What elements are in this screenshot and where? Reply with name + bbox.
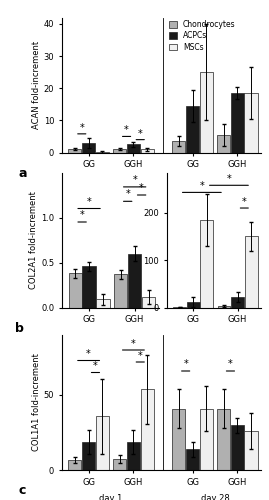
Text: *: *	[131, 338, 136, 348]
Bar	[114, 274, 128, 308]
Text: *: *	[242, 196, 247, 206]
Bar	[231, 93, 244, 152]
Text: *: *	[226, 174, 231, 184]
Y-axis label: COL1A1 fold-increment: COL1A1 fold-increment	[32, 354, 41, 452]
Bar	[127, 442, 140, 470]
Bar	[113, 148, 126, 152]
Text: b: b	[15, 322, 24, 335]
Bar	[82, 266, 96, 308]
Text: *: *	[138, 128, 143, 138]
Bar	[218, 306, 231, 308]
Text: day 1: day 1	[99, 494, 123, 500]
Bar	[82, 143, 95, 152]
Text: *: *	[86, 349, 91, 359]
Bar	[172, 408, 185, 470]
Text: day 1: day 1	[99, 182, 123, 191]
Legend: Chondrocytes, ACPCs, MSCs: Chondrocytes, ACPCs, MSCs	[169, 20, 236, 52]
Bar	[69, 274, 82, 308]
Bar	[68, 460, 82, 470]
Bar	[141, 150, 154, 152]
Bar	[96, 300, 110, 308]
Bar	[200, 72, 213, 152]
Text: a: a	[18, 167, 27, 180]
Text: *: *	[124, 126, 129, 136]
Bar	[82, 442, 95, 470]
Bar	[172, 141, 185, 152]
Bar	[217, 408, 230, 470]
Text: *: *	[138, 350, 143, 360]
Bar	[141, 389, 154, 470]
Bar	[231, 297, 244, 308]
Text: *: *	[125, 190, 130, 200]
Text: *: *	[79, 123, 84, 133]
Y-axis label: COL2A1 fold-increment: COL2A1 fold-increment	[29, 191, 38, 289]
Bar	[187, 302, 200, 308]
Bar	[245, 236, 257, 308]
Text: *: *	[132, 175, 137, 185]
Bar	[200, 220, 213, 308]
Text: c: c	[18, 484, 26, 498]
Bar	[200, 408, 213, 470]
Bar	[186, 449, 199, 470]
Text: *: *	[139, 183, 144, 193]
Text: *: *	[80, 210, 84, 220]
Bar	[231, 425, 244, 470]
Bar	[245, 431, 257, 470]
Text: day 28: day 28	[200, 182, 229, 191]
Bar	[142, 296, 155, 308]
Bar	[245, 93, 257, 152]
Text: day 28: day 28	[201, 337, 230, 346]
Bar	[127, 144, 140, 152]
Y-axis label: ACAN fold-increment: ACAN fold-increment	[32, 41, 41, 129]
Bar	[96, 416, 109, 470]
Text: *: *	[228, 360, 233, 370]
Text: day 28: day 28	[200, 494, 229, 500]
Bar	[217, 135, 230, 152]
Text: *: *	[93, 361, 98, 371]
Bar	[68, 149, 82, 152]
Text: *: *	[183, 360, 188, 370]
Bar	[128, 254, 141, 308]
Bar	[186, 106, 199, 152]
Bar	[113, 459, 126, 470]
Text: *: *	[200, 181, 204, 191]
Text: *: *	[87, 196, 91, 206]
Text: day 1: day 1	[100, 337, 123, 346]
